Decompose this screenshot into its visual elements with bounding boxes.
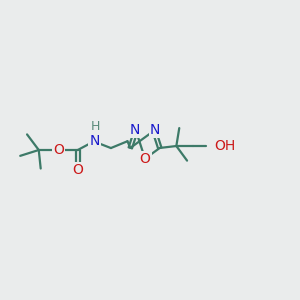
Text: N: N: [130, 123, 140, 136]
Text: OH: OH: [214, 139, 236, 153]
Text: N: N: [89, 134, 100, 148]
Text: O: O: [53, 143, 64, 157]
Text: N: N: [150, 123, 160, 136]
Text: O: O: [72, 163, 83, 177]
Text: O: O: [140, 152, 151, 166]
Text: H: H: [91, 119, 100, 133]
